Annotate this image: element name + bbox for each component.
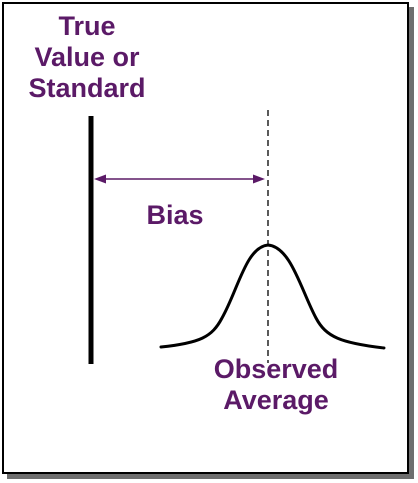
bias-arrowhead-right bbox=[253, 174, 265, 184]
observed-average-label: Observed Average bbox=[186, 354, 366, 416]
true-value-label-line-1: True bbox=[58, 11, 116, 41]
bias-label: Bias bbox=[146, 200, 204, 230]
bias-arrowhead-left bbox=[94, 174, 106, 184]
bias-double-arrow bbox=[94, 174, 265, 184]
true-value-label: True Value or Standard bbox=[12, 11, 162, 104]
true-value-label-line-3: Standard bbox=[28, 73, 146, 103]
observed-average-label-line-1: Observed bbox=[213, 354, 339, 384]
bell-curve bbox=[159, 243, 386, 350]
diagram-frame bbox=[2, 2, 409, 474]
observed-average-label-line-2: Average bbox=[223, 385, 329, 415]
true-value-label-line-2: Value or bbox=[34, 42, 140, 72]
